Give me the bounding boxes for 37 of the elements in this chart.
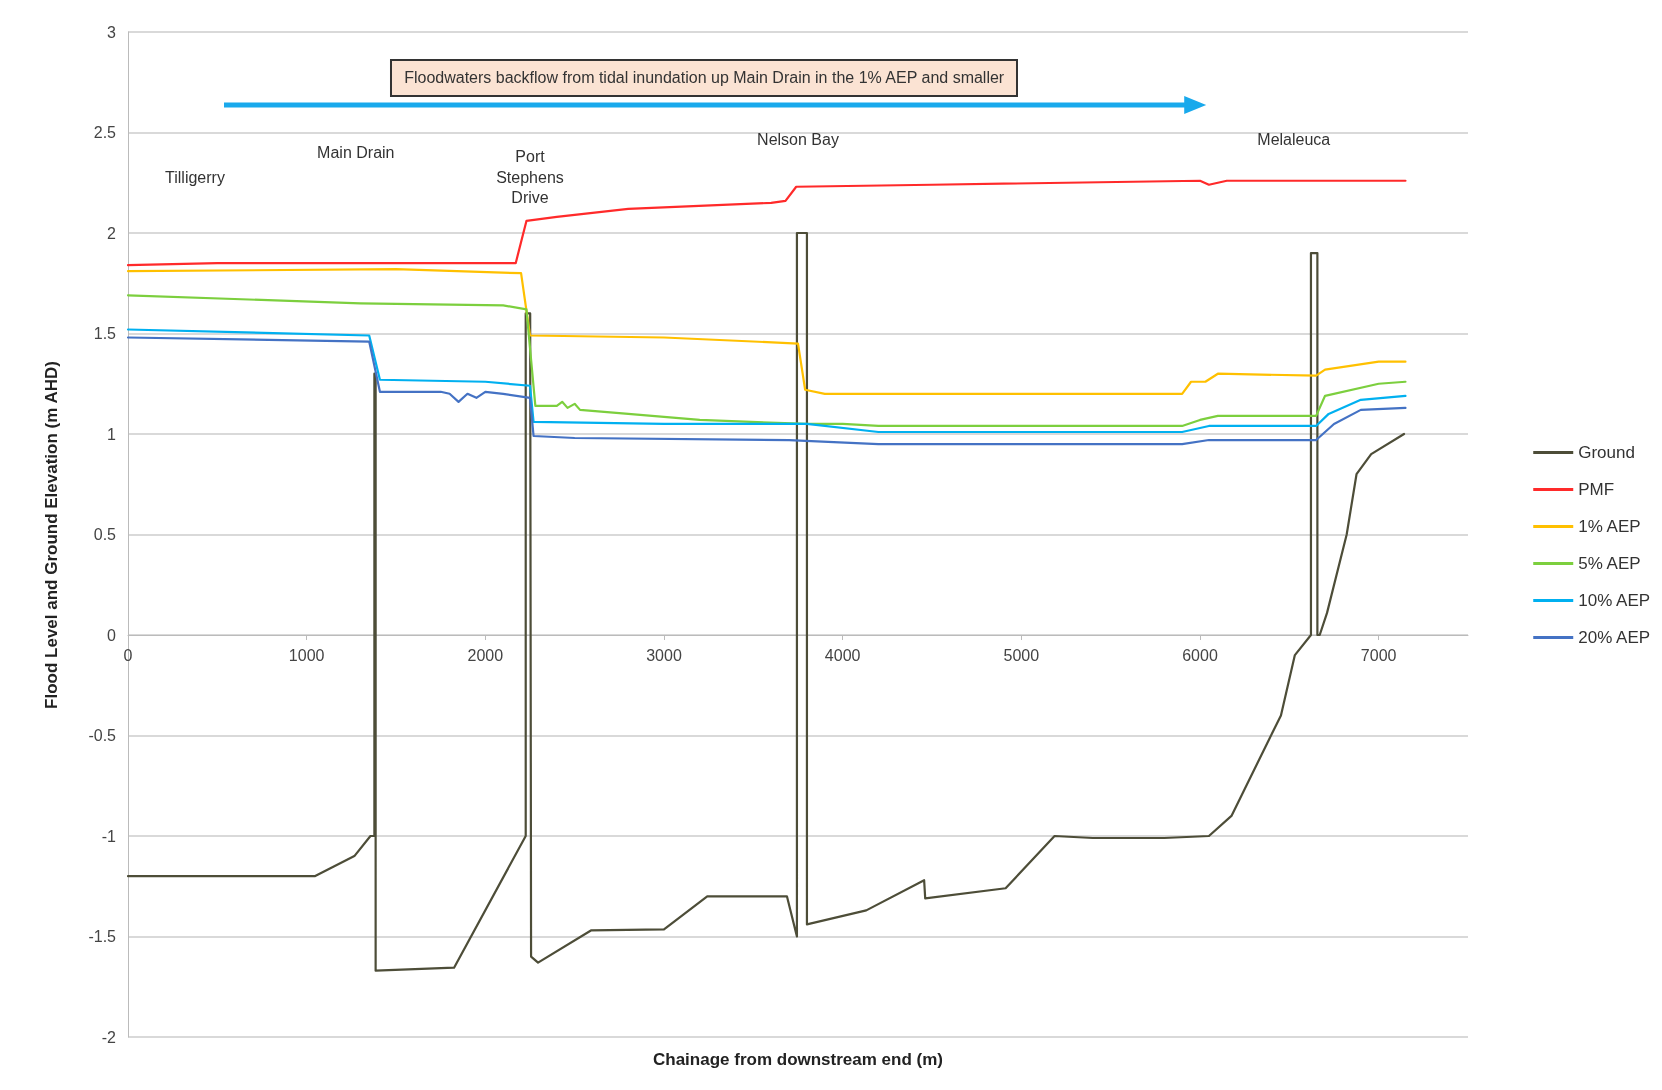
line-series [126,268,1407,395]
y-tick-label: -1.5 [88,928,117,945]
x-tick-label: 1000 [288,646,325,664]
x-tick-label: 5000 [1003,646,1040,664]
y-tick-label: 0 [107,626,117,644]
x-tick-label: 7000 [1360,646,1397,664]
y-tick-label: 0.5 [93,526,117,543]
x-tick-label: 0 [123,646,133,664]
annotation: Port Stephens Drive [495,146,565,209]
x-tick-label: 3000 [646,646,682,664]
annotation: Nelson Bay [757,129,839,150]
legend-label: 10% AEP [1578,591,1651,610]
y-axis-title: Flood Level and Ground Elevation (m AHD) [42,360,62,709]
line-series [126,294,1407,428]
y-tick-label: -0.5 [88,727,117,744]
y-tick-label: -2 [101,1028,117,1046]
annotation: Floodwaters backflow from tidal inundation up Main Drain in the 1% AEP and smaller [390,59,1019,97]
annotation: Melaleuca [1257,129,1331,150]
line-series [126,336,1407,446]
legend-label: PMF [1578,480,1615,499]
x-tick-label: 2000 [467,646,504,664]
annotation: Main Drain [317,142,395,163]
legend-label: Ground [1578,443,1635,462]
y-tick-label: -1 [101,827,117,845]
y-tick-label: 3 [107,23,117,41]
x-axis-title: Chainage from downstream end (m) [653,1050,943,1070]
legend-label: 20% AEP [1578,628,1651,647]
x-tick-label: 6000 [1182,646,1218,664]
y-tick-label: 1 [107,425,117,443]
annotation: Tilligerry [165,167,225,188]
y-tick-label: 1.5 [93,325,117,342]
line-series [126,328,1407,434]
x-tick-label: 4000 [824,646,861,664]
y-tick-label: 2.5 [93,124,117,141]
y-tick-label: 2 [107,224,117,242]
legend-label: 1% AEP [1578,517,1641,536]
legend-label: 5% AEP [1578,554,1641,573]
